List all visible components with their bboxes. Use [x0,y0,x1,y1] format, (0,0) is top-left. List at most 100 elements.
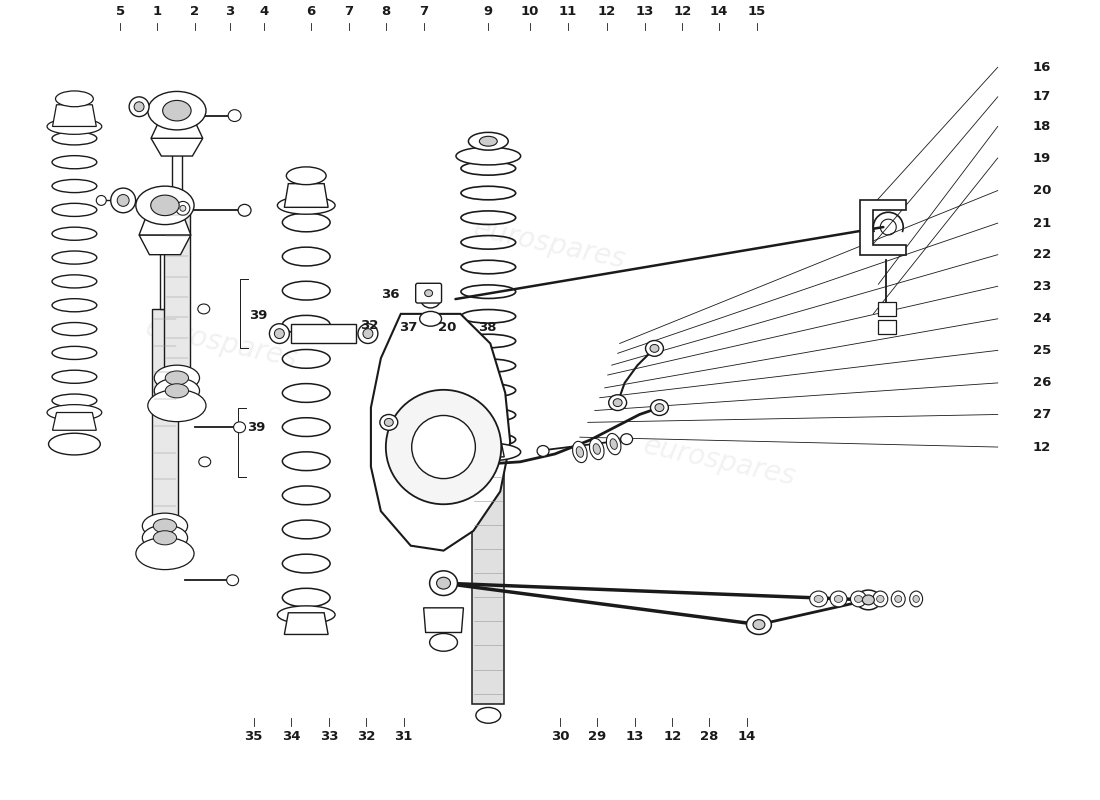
Text: 37: 37 [399,321,418,334]
Text: 32: 32 [356,730,375,743]
Ellipse shape [830,591,847,607]
Text: 12: 12 [597,5,616,18]
Ellipse shape [153,519,177,533]
Ellipse shape [862,595,874,605]
Text: 28: 28 [700,730,718,743]
Ellipse shape [646,341,663,356]
Polygon shape [164,206,190,368]
Ellipse shape [47,118,102,134]
Text: 14: 14 [738,730,756,743]
Ellipse shape [590,438,604,460]
Polygon shape [139,235,190,254]
Ellipse shape [118,194,129,206]
Circle shape [386,390,502,504]
Ellipse shape [620,434,632,445]
Ellipse shape [199,457,211,466]
Ellipse shape [154,378,199,404]
Text: eurospares: eurospares [640,432,798,492]
Ellipse shape [111,188,135,213]
Text: 1: 1 [153,5,162,18]
Ellipse shape [856,590,881,610]
Text: 5: 5 [116,5,124,18]
Text: 17: 17 [1033,90,1050,103]
Text: 11: 11 [559,5,578,18]
Text: 10: 10 [521,5,539,18]
Text: 2: 2 [190,5,199,18]
Ellipse shape [456,443,520,461]
Ellipse shape [650,400,669,415]
Ellipse shape [180,206,186,211]
Ellipse shape [810,591,827,607]
Text: 31: 31 [395,730,412,743]
Text: eurospares: eurospares [471,215,629,274]
Ellipse shape [154,365,199,391]
Text: 6: 6 [307,5,316,18]
Text: 21: 21 [1033,217,1050,230]
Ellipse shape [129,97,149,117]
Ellipse shape [610,438,617,450]
Ellipse shape [238,204,251,216]
Ellipse shape [877,595,884,602]
Polygon shape [284,613,328,634]
Ellipse shape [277,606,336,624]
Ellipse shape [420,311,441,326]
Circle shape [411,415,475,478]
Text: eurospares: eurospares [143,314,300,374]
Text: 23: 23 [1033,280,1050,293]
Ellipse shape [358,324,378,343]
Ellipse shape [270,324,289,343]
Polygon shape [160,250,170,309]
Ellipse shape [606,434,621,454]
Ellipse shape [430,571,458,595]
Ellipse shape [420,290,441,308]
Text: 26: 26 [1033,377,1050,390]
Ellipse shape [163,101,191,121]
Ellipse shape [834,595,843,602]
Ellipse shape [176,202,190,215]
Ellipse shape [430,634,458,651]
Text: 29: 29 [587,730,606,743]
Ellipse shape [572,442,587,462]
Ellipse shape [456,147,520,165]
Text: 38: 38 [478,321,496,334]
Text: 22: 22 [1033,248,1050,261]
Ellipse shape [754,620,764,630]
Text: 25: 25 [1033,344,1050,357]
Text: 30: 30 [551,730,569,743]
Text: 35: 35 [244,730,263,743]
Ellipse shape [537,446,549,457]
FancyBboxPatch shape [416,283,441,303]
Text: 39: 39 [248,421,266,434]
Polygon shape [860,201,906,254]
Polygon shape [292,324,356,343]
Text: 19: 19 [1033,151,1050,165]
Ellipse shape [384,418,394,426]
Ellipse shape [48,434,100,455]
Ellipse shape [47,405,102,421]
Polygon shape [472,466,504,703]
Polygon shape [152,309,178,516]
Text: 3: 3 [226,5,234,18]
Polygon shape [53,105,97,126]
Ellipse shape [153,530,177,545]
Ellipse shape [894,595,902,602]
Ellipse shape [142,525,188,550]
Text: 36: 36 [382,288,400,301]
Text: 7: 7 [344,5,353,18]
Ellipse shape [363,329,373,338]
Ellipse shape [134,102,144,112]
Text: 4: 4 [260,5,270,18]
Text: 33: 33 [320,730,339,743]
Ellipse shape [277,197,336,214]
Ellipse shape [136,186,194,225]
Polygon shape [139,218,190,235]
Ellipse shape [198,304,210,314]
Ellipse shape [850,591,867,607]
Text: 13: 13 [626,730,644,743]
Ellipse shape [55,91,94,106]
Ellipse shape [151,195,179,216]
Text: 7: 7 [419,5,428,18]
Polygon shape [424,608,463,633]
Ellipse shape [142,513,188,538]
Ellipse shape [165,384,188,398]
